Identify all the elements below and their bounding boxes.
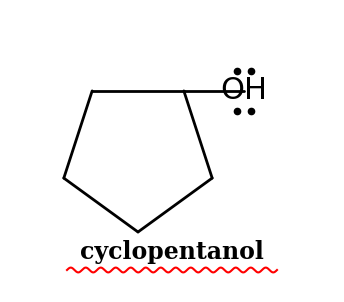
Text: cyclopentanol: cyclopentanol: [80, 240, 264, 264]
Text: OH: OH: [221, 76, 267, 105]
